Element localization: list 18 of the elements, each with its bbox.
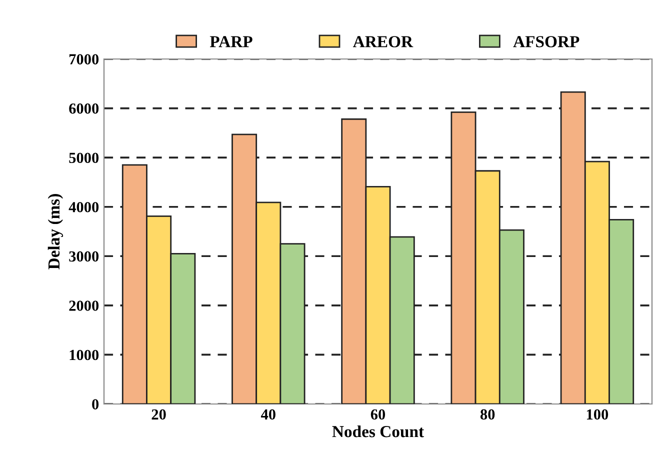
y-axis-title: Delay (ms) — [48, 194, 64, 270]
x-tick-label: 80 — [480, 409, 495, 420]
y-tick-label: 0 — [92, 399, 99, 410]
x-tick-label: 40 — [260, 409, 276, 420]
y-tick-label: 6000 — [69, 103, 99, 114]
legend-label: AFSORP — [513, 36, 580, 48]
legend-label: AREOR — [353, 36, 414, 48]
x-tick-label: 20 — [152, 409, 166, 420]
x-tick-label: 60 — [370, 409, 386, 420]
y-tick-label: 3000 — [69, 251, 99, 262]
y-tick-label: 4000 — [68, 202, 99, 212]
y-tick-label: 7000 — [69, 54, 99, 64]
x-tick-label: 100 — [586, 409, 608, 420]
y-tick-label: 2000 — [69, 300, 99, 311]
y-tick-label: 5000 — [69, 152, 99, 164]
x-axis-title: Nodes Count — [332, 425, 424, 438]
y-tick-label: 1000 — [70, 350, 99, 360]
legend-label: PARP — [210, 36, 252, 48]
